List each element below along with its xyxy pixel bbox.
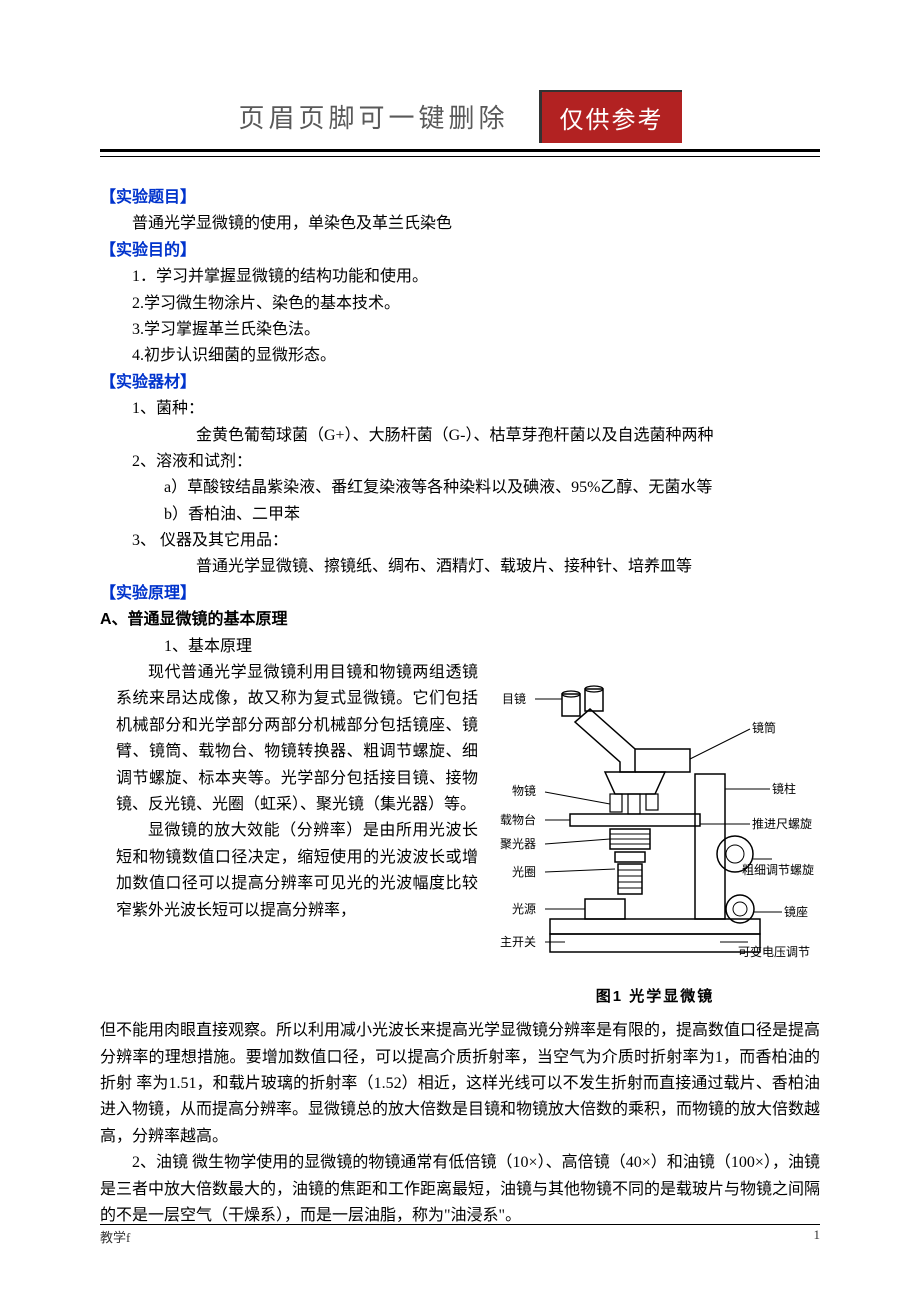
materials-text: 金黄色葡萄球菌（G+）、大肠杆菌（G-）、枯草芽孢杆菌以及自选菌种两种 — [100, 423, 820, 449]
header-badge: 仅供参考 — [539, 90, 682, 143]
purpose-item: 1．学习并掌握显微镜的结构功能和使用。 — [100, 264, 820, 290]
section-purpose-heading: 【实验目的】 — [100, 238, 820, 264]
label-zaiwutai: 载物台 — [500, 812, 536, 827]
purpose-item: 3.学习掌握革兰氏染色法。 — [100, 317, 820, 343]
section-materials-heading: 【实验器材】 — [100, 370, 820, 396]
principle-paragraph: 但不能用肉眼直接观察。所以利用减小光波长来提高光学显微镜分辨率是有限的，提高数值… — [100, 1018, 820, 1150]
microscope-diagram: 目镜 镜筒 物镜 镜柱 载物台 聚光器 推进尺螺旋 — [490, 664, 820, 974]
purpose-item: 4.初步认识细菌的显微形态。 — [100, 343, 820, 369]
label-guangyuan: 光源 — [512, 902, 536, 916]
header-rule-thick — [100, 149, 820, 152]
principle-a2-text: 微生物学使用的显微镜的物镜通常有低倍镜（10×）、高倍镜（40×）和油镜（100… — [100, 1154, 820, 1224]
materials-text: a）草酸铵结晶紫染液、番红复染液等各种染料以及碘液、95%乙醇、无菌水等 — [100, 475, 820, 501]
footer-page-number: 1 — [814, 1227, 821, 1246]
materials-group-label: 3、 仪器及其它用品： — [100, 528, 820, 554]
principle-subheading-a: A、普通显微镜的基本原理 — [100, 607, 820, 633]
label-mujing: 目镜 — [502, 691, 526, 706]
label-cuxitiao: 粗细调节螺旋 — [742, 863, 814, 877]
label-guangquan: 光圈 — [512, 865, 536, 879]
section-principle-heading: 【实验原理】 — [100, 581, 820, 607]
page-header: 页眉页脚可一键删除 仅供参考 — [100, 90, 820, 143]
label-tuijinchi: 推进尺螺旋 — [752, 817, 812, 831]
label-juguangqi: 聚光器 — [500, 837, 536, 851]
principle-a2: 2、油镜 微生物学使用的显微镜的物镜通常有低倍镜（10×）、高倍镜（40×）和油… — [100, 1150, 820, 1229]
figure-caption: 图1 光学显微镜 — [490, 985, 820, 1010]
label-kebiandian: 可变电压调节 — [738, 944, 810, 959]
label-jingtong: 镜筒 — [752, 720, 776, 735]
label-jingbi: 镜柱 — [772, 781, 796, 796]
footer-left: 教学f — [100, 1227, 130, 1246]
title-text: 普通光学显微镜的使用，单染色及革兰氏染色 — [100, 211, 820, 237]
materials-group-label: 2、溶液和试剂： — [100, 449, 820, 475]
document-body: 【实验题目】 普通光学显微镜的使用，单染色及革兰氏染色 【实验目的】 1．学习并… — [100, 185, 820, 1229]
header-title: 页眉页脚可一键删除 — [238, 98, 508, 135]
label-jingzuo: 镜座 — [784, 904, 808, 919]
materials-group-label: 1、菌种： — [100, 396, 820, 422]
label-zhukaiguan: 主开关 — [500, 935, 536, 949]
principle-a2-label: 2、油镜 — [100, 1154, 188, 1171]
principle-a1-label: 1、基本原理 — [100, 634, 820, 660]
materials-text: b）香柏油、二甲苯 — [100, 502, 820, 528]
materials-text: 普通光学显微镜、擦镜纸、绸布、酒精灯、载玻片、接种针、培养皿等 — [100, 554, 820, 580]
header-rule-thin — [100, 156, 820, 157]
section-title-heading: 【实验题目】 — [100, 185, 820, 211]
principle-body: 1、基本原理 — [100, 634, 820, 1230]
label-wujing: 物镜 — [512, 783, 536, 798]
purpose-item: 2.学习微生物涂片、染色的基本技术。 — [100, 291, 820, 317]
page-footer: 教学f 1 — [100, 1224, 820, 1246]
microscope-figure: 目镜 镜筒 物镜 镜柱 载物台 聚光器 推进尺螺旋 — [490, 664, 820, 1010]
